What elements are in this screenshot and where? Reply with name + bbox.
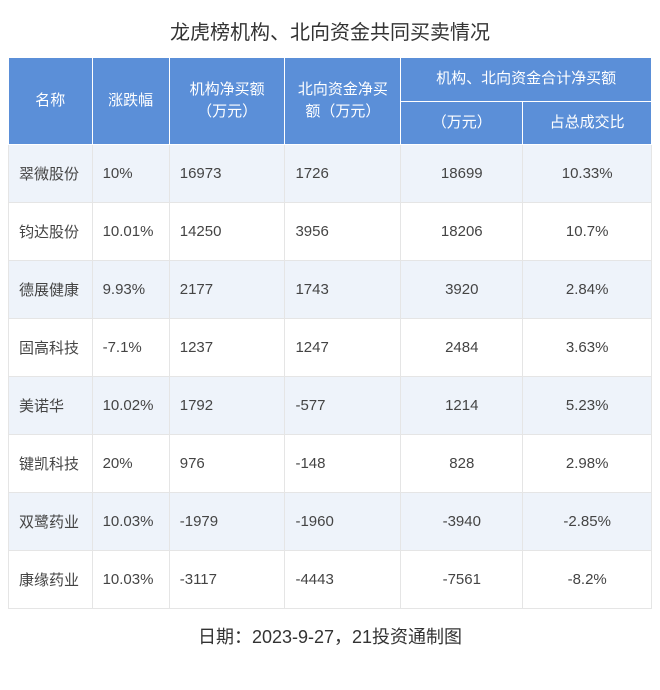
cell-name: 双鹭药业 [9,493,93,551]
cell-change: 10% [92,145,169,203]
cell-total: 1214 [401,377,523,435]
cell-total: -3940 [401,493,523,551]
cell-north_net: -577 [285,377,401,435]
table-row: 双鹭药业10.03%-1979-1960-3940-2.85% [9,493,652,551]
cell-ratio: 2.98% [523,435,652,493]
header-combined-group: 机构、北向资金合计净买额 [401,58,652,102]
table-row: 固高科技-7.1%1237124724843.63% [9,319,652,377]
cell-north_net: 1743 [285,261,401,319]
cell-inst_net: 976 [169,435,285,493]
cell-inst_net: 16973 [169,145,285,203]
data-table: 名称 涨跌幅 机构净买额（万元） 北向资金净买额（万元） 机构、北向资金合计净买… [8,57,652,609]
cell-inst_net: -3117 [169,551,285,609]
table-row: 康缘药业10.03%-3117-4443-7561-8.2% [9,551,652,609]
cell-inst_net: 2177 [169,261,285,319]
cell-north_net: -148 [285,435,401,493]
cell-inst_net: 1237 [169,319,285,377]
table-row: 键凯科技20%976-1488282.98% [9,435,652,493]
cell-total: 3920 [401,261,523,319]
cell-inst_net: -1979 [169,493,285,551]
cell-north_net: 3956 [285,203,401,261]
cell-north_net: 1247 [285,319,401,377]
cell-total: 18206 [401,203,523,261]
cell-ratio: 2.84% [523,261,652,319]
cell-total: 18699 [401,145,523,203]
cell-ratio: 5.23% [523,377,652,435]
cell-change: 10.01% [92,203,169,261]
cell-ratio: 10.7% [523,203,652,261]
cell-total: 828 [401,435,523,493]
cell-change: 10.02% [92,377,169,435]
cell-name: 康缘药业 [9,551,93,609]
header-inst-net: 机构净买额（万元） [169,58,285,145]
header-combined-ratio: 占总成交比 [523,101,652,145]
table-title: 龙虎榜机构、北向资金共同买卖情况 [8,6,652,57]
cell-change: 10.03% [92,551,169,609]
table-row: 翠微股份10%1697317261869910.33% [9,145,652,203]
cell-name: 钧达股份 [9,203,93,261]
cell-ratio: 10.33% [523,145,652,203]
cell-name: 键凯科技 [9,435,93,493]
table-row: 钧达股份10.01%1425039561820610.7% [9,203,652,261]
cell-name: 美诺华 [9,377,93,435]
header-combined-amount: （万元） [401,101,523,145]
cell-name: 固高科技 [9,319,93,377]
table-row: 德展健康9.93%2177174339202.84% [9,261,652,319]
table-header: 名称 涨跌幅 机构净买额（万元） 北向资金净买额（万元） 机构、北向资金合计净买… [9,58,652,145]
table-row: 美诺华10.02%1792-57712145.23% [9,377,652,435]
cell-total: 2484 [401,319,523,377]
cell-change: -7.1% [92,319,169,377]
cell-change: 10.03% [92,493,169,551]
cell-ratio: 3.63% [523,319,652,377]
header-name: 名称 [9,58,93,145]
header-north-net: 北向资金净买额（万元） [285,58,401,145]
cell-ratio: -8.2% [523,551,652,609]
cell-change: 9.93% [92,261,169,319]
cell-ratio: -2.85% [523,493,652,551]
cell-inst_net: 14250 [169,203,285,261]
table-footer: 日期：2023-9-27，21投资通制图 [8,609,652,659]
cell-name: 德展健康 [9,261,93,319]
cell-north_net: 1726 [285,145,401,203]
cell-name: 翠微股份 [9,145,93,203]
cell-change: 20% [92,435,169,493]
header-change: 涨跌幅 [92,58,169,145]
table-body: 翠微股份10%1697317261869910.33%钧达股份10.01%142… [9,145,652,609]
cell-inst_net: 1792 [169,377,285,435]
table-container: 龙虎榜机构、北向资金共同买卖情况 名称 涨跌幅 机构净买额（万元） 北向资金净买… [0,0,660,665]
cell-total: -7561 [401,551,523,609]
cell-north_net: -4443 [285,551,401,609]
cell-north_net: -1960 [285,493,401,551]
